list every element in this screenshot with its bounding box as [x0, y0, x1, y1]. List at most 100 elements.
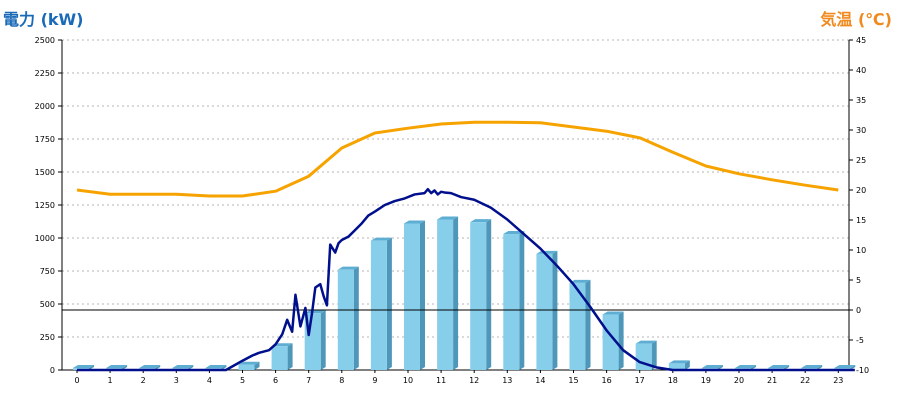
left-tick-label: 1750	[35, 135, 55, 144]
x-tick-label: 11	[436, 376, 446, 385]
bar-top	[801, 365, 823, 369]
x-tick-label: 17	[635, 376, 645, 385]
left-tick-label: 2250	[35, 69, 55, 78]
left-tick-label: 2500	[35, 36, 55, 45]
bar-top	[205, 365, 227, 369]
bar-front	[503, 234, 520, 370]
left-tick-label: 500	[40, 300, 55, 309]
temperature-series-line	[76, 120, 839, 198]
bar-top	[337, 266, 359, 270]
bar-top	[569, 279, 591, 283]
bar-side	[386, 237, 392, 370]
right-tick-label: 40	[856, 66, 866, 75]
bar-top	[602, 311, 624, 315]
bar-side	[320, 310, 326, 370]
x-tick-label: 23	[833, 376, 843, 385]
x-tick-label: 15	[568, 376, 578, 385]
right-tick-label: 45	[856, 36, 866, 45]
bar-top	[139, 365, 161, 369]
right-axis-title: 気温 (℃)	[820, 10, 892, 29]
bar-side	[618, 311, 624, 370]
bar-top	[404, 220, 425, 224]
bar-front	[370, 240, 387, 370]
bar	[370, 237, 392, 370]
right-tick-label: 0	[856, 306, 861, 315]
bar-side	[453, 216, 459, 370]
bar-top	[106, 365, 128, 369]
bar-side	[486, 219, 492, 370]
bar	[503, 231, 525, 370]
bar-side	[287, 343, 293, 370]
bar	[470, 219, 492, 370]
bar-front	[271, 346, 288, 370]
x-tick-label: 12	[469, 376, 479, 385]
power-series-line	[77, 187, 855, 372]
left-tick-label: 750	[40, 267, 55, 276]
bar-side	[420, 220, 425, 370]
x-tick-label: 13	[502, 376, 512, 385]
x-tick-label: 5	[240, 376, 245, 385]
x-tick-label: 1	[108, 376, 113, 385]
bar	[437, 216, 459, 370]
bar-top	[370, 237, 392, 241]
x-tick-label: 20	[734, 376, 744, 385]
bar-front	[404, 223, 420, 370]
bar-front	[337, 269, 354, 370]
x-tick-label: 14	[535, 376, 545, 385]
x-tick-label: 9	[372, 376, 377, 385]
x-tick-label: 4	[207, 376, 212, 385]
x-tick-label: 10	[403, 376, 413, 385]
bar-front	[569, 282, 586, 370]
bar-top	[304, 310, 326, 314]
x-tick-label: 7	[306, 376, 311, 385]
bar	[404, 220, 425, 370]
bar-side	[651, 340, 657, 370]
bar-top	[701, 365, 723, 369]
left-tick-label: 1250	[35, 201, 55, 210]
bar	[602, 311, 624, 370]
bar-side	[353, 266, 359, 370]
right-tick-label: 25	[856, 156, 866, 165]
left-tick-label: 0	[50, 366, 55, 375]
right-tick-label: -10	[856, 366, 869, 375]
bar	[238, 361, 260, 370]
x-tick-label: 22	[800, 376, 810, 385]
bar-top	[834, 365, 856, 369]
bar	[668, 360, 690, 370]
bar	[337, 266, 359, 370]
bar-front	[536, 253, 553, 370]
right-tick-label: 5	[856, 276, 861, 285]
left-axis-title: 電力 (kW)	[3, 10, 84, 29]
x-tick-label: 19	[701, 376, 711, 385]
bar-front	[437, 219, 454, 370]
x-tick-label: 6	[273, 376, 278, 385]
bar-side	[585, 279, 591, 370]
bar-front	[238, 364, 255, 370]
bar-top	[668, 360, 690, 364]
bar-top	[172, 365, 194, 369]
right-tick-label: 35	[856, 96, 866, 105]
left-tick-label: 1000	[35, 234, 55, 243]
bar-top	[437, 216, 459, 220]
left-tick-label: 250	[40, 333, 55, 342]
x-tick-label: 0	[74, 376, 79, 385]
bar-top	[768, 365, 790, 369]
x-tick-label: 18	[668, 376, 678, 385]
right-tick-label: 30	[856, 126, 866, 135]
x-tick-label: 8	[339, 376, 344, 385]
x-tick-label: 2	[141, 376, 146, 385]
right-tick-label: 15	[856, 216, 866, 225]
x-tick-label: 16	[602, 376, 612, 385]
bar	[271, 343, 293, 370]
bar-top	[238, 361, 260, 365]
bar-top	[73, 365, 94, 369]
right-tick-label: 20	[856, 186, 866, 195]
bar-side	[254, 361, 260, 370]
bar	[569, 279, 591, 370]
bar-top	[470, 219, 492, 223]
bar-side	[519, 231, 525, 370]
bar-top	[735, 365, 756, 369]
bar-top	[503, 231, 525, 235]
